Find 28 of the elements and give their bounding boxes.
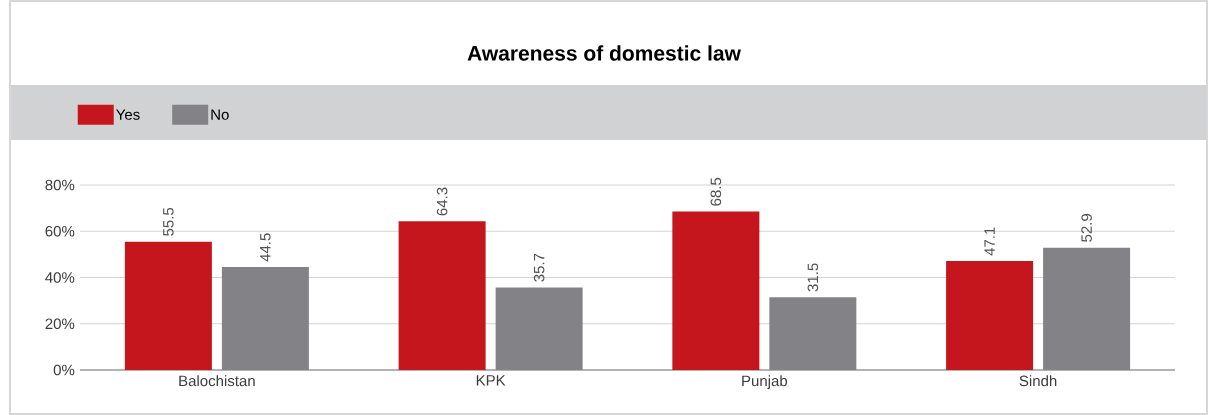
data-label: 31.5	[807, 263, 819, 292]
bar	[495, 287, 583, 370]
bar	[769, 297, 857, 370]
x-tick-label: Sindh	[1019, 375, 1057, 387]
data-label: 44.5	[260, 233, 271, 262]
x-tick-label: Punjab	[742, 375, 788, 390]
data-label: 68.5	[710, 177, 722, 206]
bar	[398, 221, 486, 370]
legend-label: No	[211, 109, 229, 120]
x-tick-label: KPK	[476, 375, 506, 386]
data-label: 35.7	[533, 253, 545, 282]
data-label: 55.5	[163, 207, 174, 236]
bar	[124, 241, 212, 370]
chart-title: Awareness of domestic law	[467, 45, 741, 61]
data-label: 52.9	[1081, 213, 1092, 242]
bar	[221, 267, 309, 370]
y-tick-label: 80%	[45, 179, 75, 191]
y-tick-label: 20%	[45, 318, 75, 330]
legend-label: Yes	[116, 109, 140, 120]
y-tick-label: 60%	[45, 225, 75, 237]
bar	[1043, 247, 1131, 370]
y-tick-label: 40%	[45, 272, 75, 283]
data-label: 64.3	[436, 187, 448, 216]
y-tick-label: 0%	[53, 364, 75, 376]
bar	[946, 261, 1034, 370]
x-tick-label: Balochistan	[179, 375, 255, 387]
data-label: 47.1	[984, 227, 995, 256]
bar	[672, 211, 760, 370]
